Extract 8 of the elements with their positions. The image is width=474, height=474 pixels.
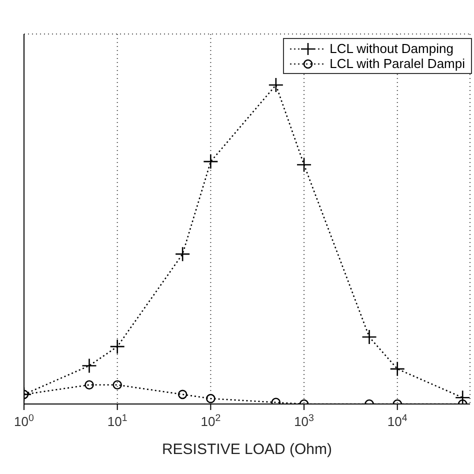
x-tick-label: 10$^{1}$: [107, 412, 128, 429]
x-tick-label: 10$^{0}$: [14, 412, 35, 429]
x-tick-label: 10$^{3}$: [294, 412, 314, 429]
legend-label: LCL with Paralel Dampi: [330, 56, 465, 71]
x-axis-title: RESISTIVE LOAD (Ohm): [162, 441, 332, 458]
x-tick-label: 10$^{2}$: [200, 412, 221, 429]
x-tick-label: 10$^{4}$: [387, 412, 408, 429]
legend-label: LCL without Damping: [330, 41, 454, 56]
